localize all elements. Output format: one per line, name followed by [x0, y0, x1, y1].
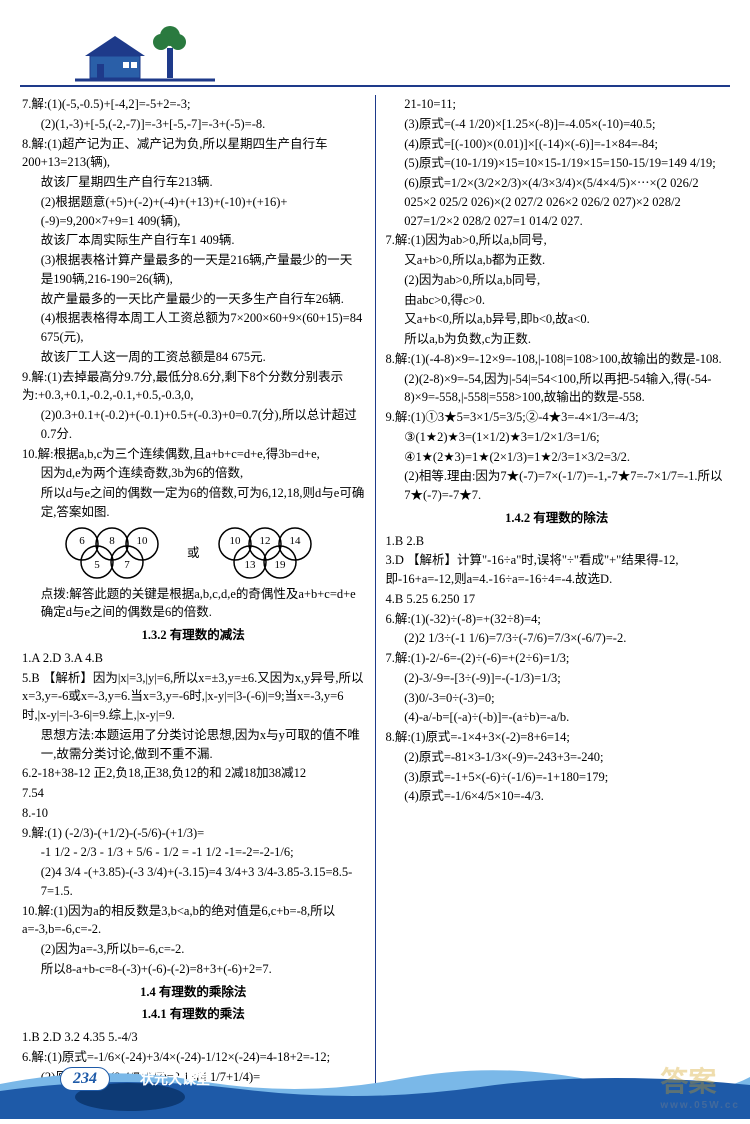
section-title: 1.4.1 有理数的乘法: [22, 1005, 365, 1024]
content-columns: 7.解:(1)(-5,-0.5)+[-4,2]=-5+2=-3; (2)(1,-…: [0, 87, 750, 1087]
ring-label: 10: [136, 535, 148, 547]
text-line: ③(1★2)★3=(1×1/2)★3=1/2×1/3=1/6;: [386, 428, 729, 447]
text-line: (4)原式=[(-100)×(0.01)]×[(-14)×(-6)]=-1×84…: [386, 135, 729, 154]
text-line: 6.2-18+38-12 正2,负18,正38,负12的和 2减18加38减12: [22, 764, 365, 783]
text-line: 8.解:(1)原式=-1×4+3×(-2)=8+6=14;: [386, 728, 729, 747]
text-line: (4)-a/-b=[(-a)÷(-b)]=-(a÷b)=-a/b.: [386, 708, 729, 727]
olympic-rings-diagram: 6 8 10 5 7 或 10 12 14 13 19: [22, 526, 365, 581]
text-line: (4)原式=-1/6×4/5×10=-4/3.: [386, 787, 729, 806]
page-number: 234: [60, 1067, 110, 1091]
page-container: 7.解:(1)(-5,-0.5)+[-4,2]=-5+2=-3; (2)(1,-…: [0, 0, 750, 1119]
text-line: (2)4 3/4 -(+3.85)-(-3 3/4)+(-3.15)=4 3/4…: [22, 863, 365, 901]
text-line: 点拨:解答此题的关键是根据a,b,c,d,e的奇偶性及a+b+c=d+e确定d与…: [22, 585, 365, 623]
text-line: 故该厂本周实际生产自行车1 409辆.: [22, 231, 365, 250]
column-divider: [375, 95, 376, 1087]
text-line: (2)0.3+0.1+(-0.2)+(-0.1)+0.5+(-0.3)+0=0.…: [22, 406, 365, 444]
section-title: 1.3.2 有理数的减法: [22, 626, 365, 645]
text-line: 21-10=11;: [386, 95, 729, 114]
text-line: (3)根据表格计算产量最多的一天是216辆,产量最少的一天是190辆,216-1…: [22, 251, 365, 289]
text-line: (2)(2-8)×9=-54,因为|-54|=54<100,所以再把-54输入,…: [386, 370, 729, 408]
footer-label: 状元大课堂: [140, 1069, 210, 1089]
text-line: 所以8-a+b-c=8-(-3)+(-6)-(-2)=8+3+(-6)+2=7.: [22, 960, 365, 979]
text-line: (6)原式=1/2×(3/2×2/3)×(4/3×3/4)×(5/4×4/5)×…: [386, 174, 729, 230]
text-line: 1.B 2.D 3.2 4.35 5.-4/3: [22, 1028, 365, 1047]
text-line: ④1★(2★3)=1★(2×1/3)=1★2/3=1×3/2=3/2.: [386, 448, 729, 467]
text-line: (2)(1,-3)+[-5,(-2,-7)]=-3+[-5,-7]=-3+(-5…: [22, 115, 365, 134]
text-line: 8.解:(1)(-4-8)×9=-12×9=-108,|-108|=108>10…: [386, 350, 729, 369]
text-line: 8.解:(1)超产记为正、减产记为负,所以星期四生产自行车200+13=213(…: [22, 135, 365, 173]
text-line: -1 1/2 - 2/3 - 1/3 + 5/6 - 1/2 = -1 1/2 …: [22, 843, 365, 862]
text-line: (3)0/-3=0÷(-3)=0;: [386, 689, 729, 708]
section-title: 1.4.2 有理数的除法: [386, 509, 729, 528]
text-line: 7.解:(1)因为ab>0,所以a,b同号,: [386, 231, 729, 250]
text-line: (3)原式=-1+5×(-6)÷(-1/6)=-1+180=179;: [386, 768, 729, 787]
right-column: 21-10=11; (3)原式=(-4 1/20)×[1.25×(-8)]=-4…: [386, 95, 729, 1087]
ring-label: 19: [274, 559, 286, 571]
diagram-or-label: 或: [187, 544, 200, 563]
text-line: 7.解:(1)(-5,-0.5)+[-4,2]=-5+2=-3;: [22, 95, 365, 114]
text-line: 10.解:(1)因为a的相反数是3,b<a,b的绝对值是6,c+b=-8,所以a…: [22, 902, 365, 940]
text-line: 思想方法:本题运用了分类讨论思想,因为x与y可取的值不唯一,故需分类讨论,做到不…: [22, 726, 365, 764]
text-line: 所以a,b为负数,c为正数.: [386, 330, 729, 349]
ring-label: 5: [94, 559, 100, 571]
ring-label: 10: [229, 535, 241, 547]
watermark-main: 答案: [660, 1066, 716, 1097]
text-line: 故该厂星期四生产自行车213辆.: [22, 173, 365, 192]
ring-label: 6: [79, 535, 85, 547]
text-line: (5)原式=(10-1/19)×15=10×15-1/19×15=150-15/…: [386, 154, 729, 173]
text-line: 又a+b<0,所以a,b异号,即b<0,故a<0.: [386, 310, 729, 329]
text-line: 因为d,e为两个连续奇数,3b为6的倍数,: [22, 464, 365, 483]
house-tree-icon: [75, 18, 215, 83]
watermark: 答案 www.05W.cc: [660, 1060, 740, 1111]
ring-label: 7: [124, 559, 130, 571]
text-line: (2)相等.理由:因为7★(-7)=7×(-1/7)=-1,-7★7=-7×1/…: [386, 467, 729, 505]
text-line: (3)原式=(-4 1/20)×[1.25×(-8)]=-4.05×(-10)=…: [386, 115, 729, 134]
header-decoration: [20, 0, 730, 87]
text-line: 6.解:(1)(-32)÷(-8)=+(32÷8)=4;: [386, 610, 729, 629]
text-line: 又a+b>0,所以a,b都为正数.: [386, 251, 729, 270]
text-line: 故产量最多的一天比产量最少的一天多生产自行车26辆.: [22, 290, 365, 309]
text-line: 所以d与e之间的偶数一定为6的倍数,可为6,12,18,则d与e可确定,答案如图…: [22, 484, 365, 522]
text-line: (4)根据表格得本周工人工资总额为7×200×60+9×(60+15)=84 6…: [22, 309, 365, 347]
text-line: 5.B 【解析】因为|x|=3,|y|=6,所以x=±3,y=±6.又因为x,y…: [22, 669, 365, 725]
ring-label: 13: [244, 559, 256, 571]
left-column: 7.解:(1)(-5,-0.5)+[-4,2]=-5+2=-3; (2)(1,-…: [22, 95, 365, 1087]
text-line: 1.A 2.D 3.A 4.B: [22, 649, 365, 668]
ring-label: 14: [289, 535, 301, 547]
text-line: 9.解:(1)①3★5=3×1/5=3/5;②-4★3=-4×1/3=-4/3;: [386, 408, 729, 427]
section-title: 1.4 有理数的乘除法: [22, 983, 365, 1002]
text-line: 10.解:根据a,b,c为三个连续偶数,且a+b+c=d+e,得3b=d+e,: [22, 445, 365, 464]
text-line: 1.B 2.B: [386, 532, 729, 551]
page-footer: 234 状元大课堂: [0, 1049, 750, 1119]
text-line: 7.54: [22, 784, 365, 803]
text-line: 7.解:(1)-2/-6=-(2)÷(-6)=+(2÷6)=1/3;: [386, 649, 729, 668]
ring-label: 12: [259, 535, 270, 547]
text-line: 由abc>0,得c>0.: [386, 291, 729, 310]
text-line: 9.解:(1)去掉最高分9.7分,最低分8.6分,剩下8个分数分别表示为:+0.…: [22, 368, 365, 406]
text-line: 8.-10: [22, 804, 365, 823]
text-line: 4.B 5.25 6.250 17: [386, 590, 729, 609]
ring-label: 8: [109, 535, 115, 547]
footer-wave-icon: [0, 1049, 750, 1119]
text-line: 故该厂工人这一周的工资总额是84 675元.: [22, 348, 365, 367]
text-line: (2)原式=-81×3-1/3×(-9)=-243+3=-240;: [386, 748, 729, 767]
text-line: (2)-3/-9=-[3÷(-9)]=-(-1/3)=1/3;: [386, 669, 729, 688]
watermark-sub: www.05W.cc: [660, 1100, 740, 1111]
text-line: 9.解:(1) (-2/3)-(+1/2)-(-5/6)-(+1/3)=: [22, 824, 365, 843]
text-line: (2)2 1/3÷(-1 1/6)=7/3÷(-7/6)=7/3×(-6/7)=…: [386, 629, 729, 648]
text-line: 3.D 【解析】计算"-16÷a"时,误将"÷"看成"+"结果得-12,即-16…: [386, 551, 729, 589]
text-line: (2)根据题意(+5)+(-2)+(-4)+(+13)+(-10)+(+16)+…: [22, 193, 365, 231]
text-line: (2)因为a=-3,所以b=-6,c=-2.: [22, 940, 365, 959]
text-line: (2)因为ab>0,所以a,b同号,: [386, 271, 729, 290]
